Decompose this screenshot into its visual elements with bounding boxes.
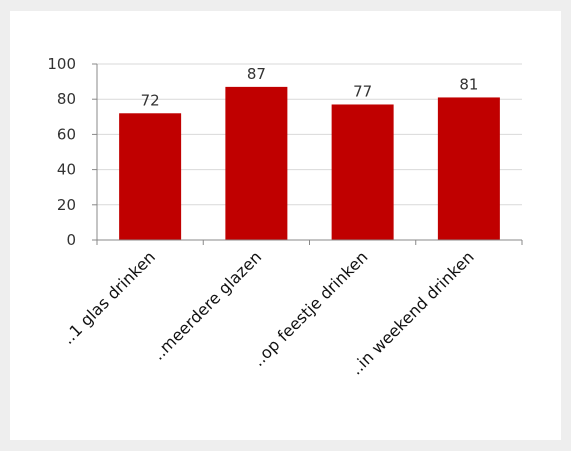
bar <box>437 97 500 240</box>
x-category-labels: ..1 glas drinken..meerdere glazen..op fe… <box>58 247 477 378</box>
data-label: 72 <box>141 91 160 109</box>
y-tick-labels: 0 20 40 60 80 100 <box>47 55 76 249</box>
bar <box>225 86 288 240</box>
bar <box>119 113 182 240</box>
y-tick-label: 60 <box>57 125 76 143</box>
y-tick-label: 20 <box>57 196 76 214</box>
y-tick-label: 40 <box>57 161 76 179</box>
data-label: 81 <box>459 75 478 93</box>
y-tick-label: 80 <box>57 90 76 108</box>
y-tick-label: 0 <box>66 231 76 249</box>
bar-chart: 0 20 40 60 80 100 72 87 77 81 ..1 glas drinken..… <box>47 55 523 379</box>
data-labels: 72 87 77 81 <box>141 65 479 109</box>
x-category-label: ..in weekend drinken <box>347 247 478 378</box>
data-label: 77 <box>353 82 372 100</box>
data-label: 87 <box>247 65 266 83</box>
chart-panel: 0 20 40 60 80 100 72 87 77 81 ..1 glas drinken..… <box>10 11 561 440</box>
x-category-label: ..meerdere glazen <box>149 247 265 363</box>
x-category-label: ..1 glas drinken <box>58 247 159 348</box>
y-tick-label: 100 <box>47 55 76 73</box>
x-category-label: ..op feestje drinken <box>249 247 372 370</box>
axes <box>92 63 523 245</box>
bars <box>119 86 500 240</box>
bar <box>331 104 394 240</box>
